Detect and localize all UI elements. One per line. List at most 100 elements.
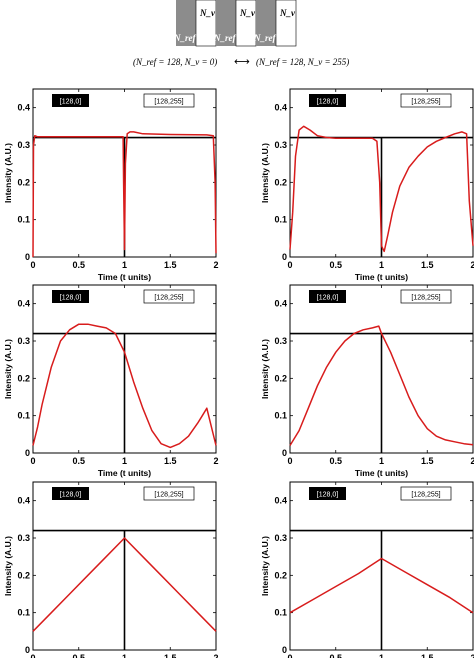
y-tick-label: 0 [282, 252, 287, 262]
x-tick-label: 2 [470, 456, 474, 466]
x-tick-label: 0.5 [72, 456, 85, 466]
x-tick-label: 1.5 [164, 456, 177, 466]
legend-box-light [400, 289, 452, 304]
legend-box-dark [52, 290, 89, 303]
legend-label: [128,0] [60, 295, 81, 302]
y-axis-label: Intensity (A.U.) [3, 143, 13, 203]
x-tick-label: 0 [30, 456, 35, 466]
x-tick-label: 1.5 [164, 260, 177, 270]
switch-arrow: ⟷ [234, 55, 250, 68]
intensity-trace [32, 323, 217, 449]
legend-label: [128,0] [60, 99, 81, 106]
legend-label: [128,255] [154, 492, 183, 499]
x-tick-label: 0 [30, 260, 35, 270]
x-tick-label: 0.5 [329, 456, 342, 466]
intensity-trace [32, 537, 217, 632]
legend-state-a: [128,0] [309, 487, 346, 500]
y-tick-label: 0.1 [17, 608, 30, 618]
y-tick-label: 0.4 [274, 496, 287, 506]
legend-state-b: [128,255] [143, 93, 195, 108]
y-tick-label: 0 [282, 448, 287, 458]
x-axis-label: Time (t units) [98, 468, 151, 478]
x-tick-label: 2 [213, 456, 218, 466]
y-tick-label: 0.2 [17, 373, 30, 383]
legend-state-b: [128,255] [400, 93, 452, 108]
x-tick-label: 2 [470, 653, 474, 658]
pattern-v-stripe-3 [275, 0, 297, 47]
legend-state-a: [128,0] [52, 487, 89, 500]
chart-panel-2: 0 0.5 1 1.5 2 0 0.1 0.2 0.3 0.4 Time (t units) Inte… [260, 88, 474, 296]
legend-label: [128,255] [154, 99, 183, 106]
y-axis-label: Intensity (A.U.) [260, 143, 270, 203]
x-tick-label: 2 [213, 653, 218, 658]
y-tick-label: 0.4 [274, 299, 287, 309]
y-tick-label: 0.3 [274, 140, 287, 150]
y-axis-label: Intensity (A.U.) [260, 536, 270, 596]
y-tick-label: 0.3 [17, 140, 30, 150]
chart-panel-4: 0 0.5 1 1.5 2 0 0.1 0.2 0.3 0.4 Time (t units) Inte… [260, 284, 474, 492]
y-tick-label: 0.3 [17, 533, 30, 543]
legend-state-b: [128,255] [400, 289, 452, 304]
x-tick-label: 1.5 [421, 653, 434, 658]
y-tick-label: 0.1 [274, 411, 287, 421]
x-tick-label: 1 [122, 456, 127, 466]
y-axis-label: Intensity (A.U.) [3, 339, 13, 399]
pattern-ref-stripe-1 [176, 0, 196, 46]
x-axis-label: Time (t units) [98, 272, 151, 282]
intensity-trace [32, 131, 217, 258]
legend-label: [128,0] [317, 492, 338, 499]
x-tick-label: 1 [379, 653, 384, 658]
y-tick-label: 0 [25, 252, 30, 262]
x-axis-label: Time (t units) [355, 272, 408, 282]
pattern-ref-stripe-2 [216, 0, 236, 46]
legend-state-b: [128,255] [143, 289, 195, 304]
y-tick-label: 0.1 [274, 608, 287, 618]
y-tick-label: 0.4 [274, 103, 287, 113]
pattern-ref-stripe-3 [256, 0, 276, 46]
state-b-text: (N_ref = 128, N_v = 255) [256, 57, 349, 67]
x-tick-label: 0.5 [72, 653, 85, 658]
x-tick-label: 1.5 [421, 260, 434, 270]
y-tick-label: 0.2 [17, 570, 30, 580]
pattern-v-stripe-2 [235, 0, 257, 47]
y-tick-label: 0.3 [274, 533, 287, 543]
intensity-trace [289, 557, 474, 614]
y-tick-label: 0.2 [274, 570, 287, 580]
x-tick-label: 2 [470, 260, 474, 270]
test-pattern-diagram: N_v N_v N_v N_ref N_ref N_ref [173, 0, 297, 47]
x-tick-label: 0 [287, 456, 292, 466]
legend-state-a: [128,0] [309, 94, 346, 107]
y-tick-label: 0.3 [17, 336, 30, 346]
x-axis-label: Time (t units) [355, 468, 408, 478]
x-tick-label: 1.5 [421, 456, 434, 466]
x-tick-label: 1.5 [164, 653, 177, 658]
legend-label: [128,255] [411, 492, 440, 499]
x-tick-label: 1 [379, 260, 384, 270]
intensity-trace [289, 125, 474, 253]
legend-box-dark [52, 487, 89, 500]
x-tick-label: 1 [122, 260, 127, 270]
x-tick-label: 1 [122, 653, 127, 658]
x-tick-label: 2 [213, 260, 218, 270]
legend-box-dark [309, 487, 346, 500]
y-tick-label: 0.4 [17, 103, 30, 113]
legend-state-a: [128,0] [309, 290, 346, 303]
legend-box-light [143, 486, 195, 501]
legend-box-light [143, 289, 195, 304]
x-tick-label: 0 [287, 260, 292, 270]
y-tick-label: 0.1 [274, 215, 287, 225]
legend-label: [128,0] [60, 492, 81, 499]
pattern-v-label-3: N_v [279, 8, 296, 18]
pattern-v-stripe-1 [195, 0, 217, 47]
pattern-ref-label-1: N_ref [173, 33, 196, 43]
legend-label: [128,255] [154, 295, 183, 302]
y-tick-label: 0.2 [274, 373, 287, 383]
legend-box-light [400, 486, 452, 501]
intensity-trace [289, 325, 474, 446]
y-tick-label: 0.4 [17, 496, 30, 506]
y-tick-label: 0.1 [17, 215, 30, 225]
legend-label: [128,0] [317, 295, 338, 302]
x-tick-label: 1 [379, 456, 384, 466]
